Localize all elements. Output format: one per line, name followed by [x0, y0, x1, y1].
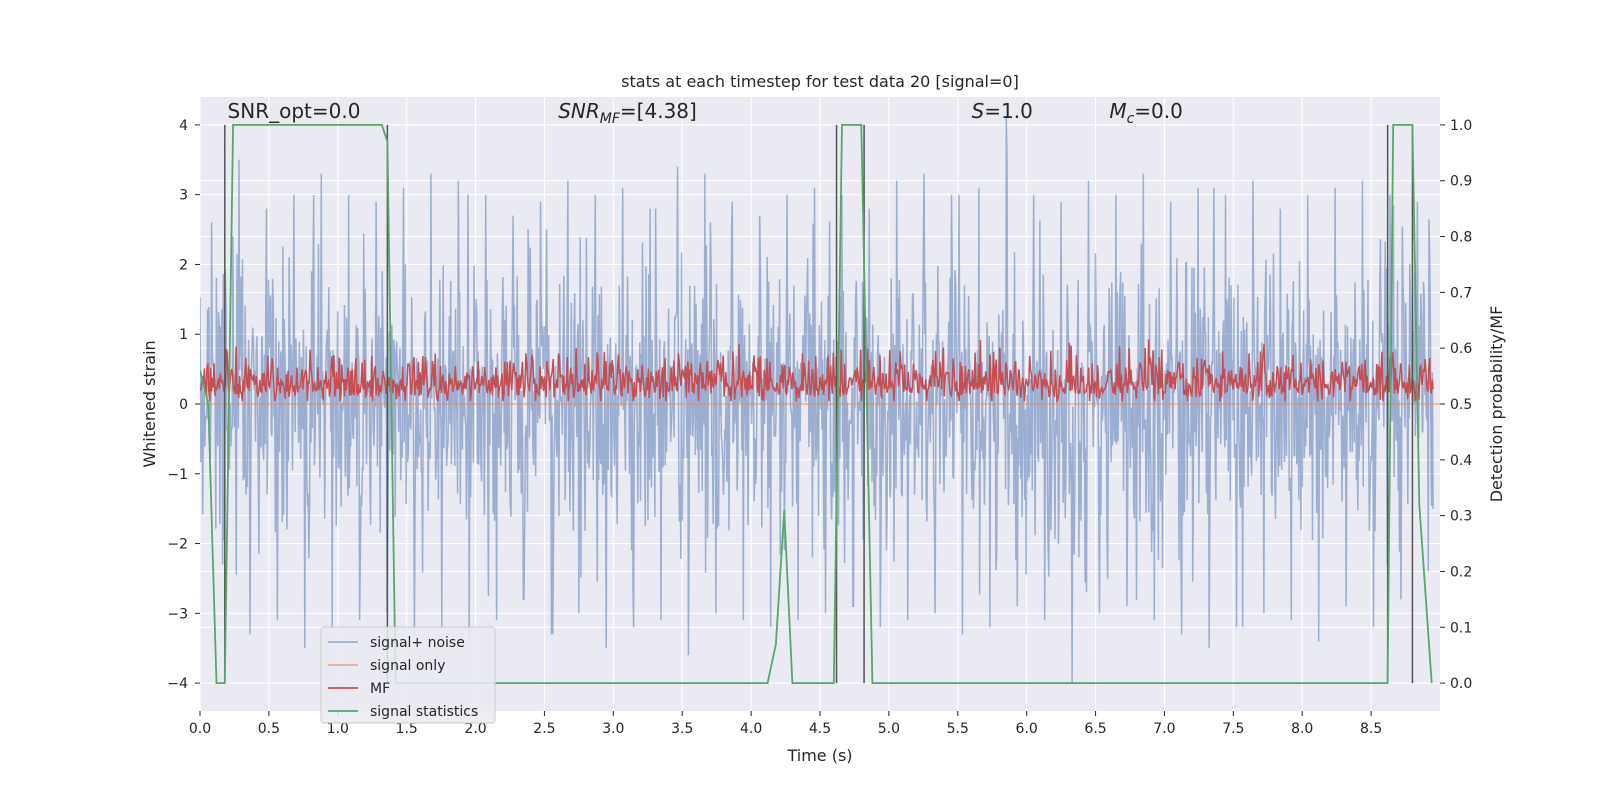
- annotations: SNR_opt=0.0 SNRMF=[4.38] S=1.0 Mc=0.0: [228, 99, 1183, 127]
- y-tick-label: 0: [179, 397, 188, 413]
- y-axis-right-ticks: 0.0 0.1 0.2 0.3 0.4 0.5 0.6 0.7 0.8 0.9 1.0: [1440, 118, 1472, 692]
- x-axis-label: Time (s): [786, 746, 852, 765]
- x-tick-label: 7.5: [1222, 721, 1244, 737]
- annotation-text: SNR_opt=0.0: [228, 99, 361, 123]
- x-tick-label: 8.0: [1291, 721, 1313, 737]
- y-tick-label: 2: [179, 257, 188, 273]
- signal-statistics-trace: [200, 124, 1433, 684]
- y-right-tick-label: 0.0: [1450, 676, 1472, 692]
- x-tick-label: 3.0: [602, 721, 624, 737]
- x-tick-label: 0.0: [189, 721, 211, 737]
- y-axis-right-label: Detection probability/MF: [1487, 306, 1506, 503]
- y-right-tick-label: 0.7: [1450, 285, 1472, 301]
- legend: signal+ noise signal only MF signal statist…: [320, 626, 496, 724]
- annotation-text: Mc=0.0: [1109, 99, 1183, 127]
- x-tick-label: 2.0: [464, 721, 486, 737]
- y-right-tick-label: 0.2: [1450, 564, 1472, 580]
- mf-line: [200, 339, 1434, 404]
- x-tick-label: 4.0: [740, 721, 762, 737]
- x-tick-label: 0.5: [258, 721, 280, 737]
- y-right-tick-label: 0.6: [1450, 341, 1472, 357]
- y-axis-left-ticks: −4 −3 −2 −1 0 1 2 3 4: [167, 118, 200, 692]
- y-right-tick-label: 0.4: [1450, 453, 1472, 469]
- mf-trace: [200, 339, 1434, 404]
- x-tick-label: 2.5: [533, 721, 555, 737]
- legend-box: [320, 626, 496, 724]
- x-tick-label: 7.0: [1153, 721, 1175, 737]
- y-tick-label: 3: [179, 188, 188, 204]
- y-right-tick-label: 1.0: [1450, 118, 1472, 134]
- x-tick-label: 4.5: [809, 721, 831, 737]
- y-right-tick-label: 0.8: [1450, 230, 1472, 246]
- x-tick-label: 3.5: [671, 721, 693, 737]
- x-tick-label: 5.0: [878, 721, 900, 737]
- x-axis-ticks: 0.0 0.5 1.0 1.5 2.0 2.5 3.0 3.5 4.0 4.5 5.0 5.5 6.0 6…: [189, 711, 1382, 737]
- legend-label: signal+ noise: [370, 635, 465, 651]
- annotation-text: S=1.0: [972, 99, 1033, 123]
- x-tick-label: 6.0: [1016, 721, 1038, 737]
- y-right-tick-label: 0.9: [1450, 174, 1472, 190]
- signal-noise-trace: [200, 117, 1434, 684]
- x-tick-label: 5.5: [947, 721, 969, 737]
- x-tick-label: 1.5: [396, 721, 418, 737]
- y-right-tick-label: 0.5: [1450, 397, 1472, 413]
- y-tick-label: 1: [179, 327, 188, 343]
- legend-label: MF: [370, 681, 390, 697]
- legend-label: signal only: [370, 658, 445, 674]
- y-right-tick-label: 0.3: [1450, 509, 1472, 525]
- signal-noise-line: [200, 117, 1434, 684]
- x-tick-label: 6.5: [1084, 721, 1106, 737]
- y-tick-label: −2: [167, 537, 188, 553]
- chart-title: stats at each timestep for test data 20 …: [621, 72, 1019, 91]
- y-tick-label: −1: [167, 467, 188, 483]
- x-tick-label: 1.0: [327, 721, 349, 737]
- y-right-tick-label: 0.1: [1450, 620, 1472, 636]
- annotation-text: SNRMF=[4.38]: [558, 99, 697, 127]
- y-axis-label: Whitened strain: [140, 340, 159, 467]
- y-tick-label: −3: [167, 606, 188, 622]
- legend-label: signal statistics: [370, 704, 478, 720]
- y-tick-label: −4: [167, 676, 188, 692]
- signal-statistics-line: [200, 124, 1433, 684]
- y-tick-label: 4: [179, 118, 188, 134]
- x-tick-label: 8.5: [1360, 721, 1382, 737]
